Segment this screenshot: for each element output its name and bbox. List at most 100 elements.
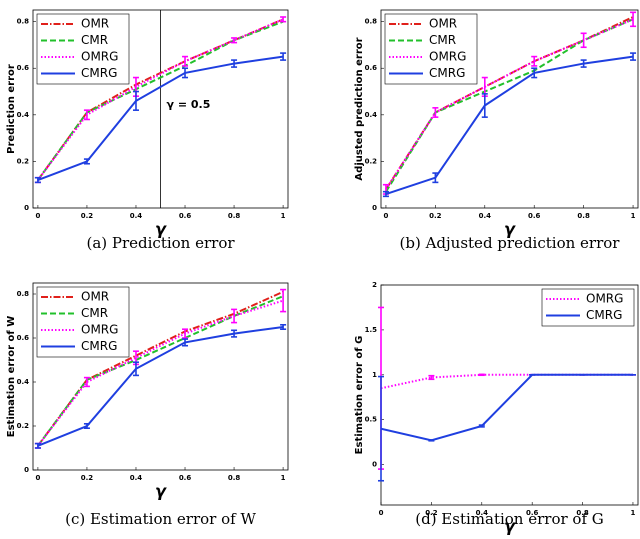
legend-label: OMRG [429, 50, 466, 64]
legend-label: CMR [81, 33, 108, 47]
x-tick-label: 1 [631, 509, 636, 517]
error-bar [83, 422, 90, 430]
y-tick-label: 0.4 [17, 111, 30, 119]
error-bar [34, 442, 41, 449]
series-line [385, 55, 634, 195]
y-axis-label: Prediction error [6, 64, 17, 154]
x-tick-label: 0.8 [577, 212, 590, 220]
error-bar [478, 373, 485, 377]
x-tick-label: 1 [281, 474, 286, 482]
series-line [37, 326, 284, 447]
x-axis-label: γ [504, 517, 516, 536]
error-bar [280, 323, 287, 331]
error-bar [182, 55, 189, 67]
error-bar [531, 67, 538, 79]
legend-box [36, 13, 130, 85]
x-tick-label: 0 [379, 509, 384, 517]
x-tick-label: 0.2 [81, 212, 94, 220]
y-tick-label: 1 [372, 371, 377, 379]
error-bar [280, 16, 287, 23]
legend-label: OMR [81, 17, 109, 31]
legend-label: CMR [429, 33, 456, 47]
legend-label: CMRG [429, 66, 465, 80]
error-bar [382, 190, 389, 198]
y-tick-label: 1.5 [365, 326, 378, 334]
error-bar [378, 375, 384, 482]
y-tick-label: 0 [372, 461, 377, 469]
legend-label: OMR [81, 290, 109, 304]
legend-box [384, 13, 478, 85]
series-line [37, 55, 284, 181]
error-bar [432, 107, 439, 118]
y-axis-label: Adjusted prediction error [354, 37, 365, 180]
error-bar [231, 308, 238, 324]
x-tick-label: 0.2 [429, 212, 442, 220]
caption: (c) Estimation error of W [65, 510, 256, 528]
legend-label: OMR [429, 17, 457, 31]
y-axis-label: Estimation error of G [354, 336, 365, 455]
error-bar [428, 439, 435, 442]
y-tick-label: 0.8 [17, 18, 30, 26]
x-tick-label: 0.4 [479, 212, 492, 220]
legend-label: OMRG [586, 292, 623, 306]
y-tick-label: 0.5 [365, 416, 378, 424]
y-tick-label: 0.2 [17, 422, 30, 430]
series-line [37, 20, 284, 181]
error-bar [132, 361, 139, 377]
x-tick-label: 0.4 [130, 474, 143, 482]
plot-frame [32, 282, 289, 471]
y-tick-label: 0.6 [17, 334, 30, 342]
series-line [380, 373, 633, 390]
x-axis-label: γ [504, 220, 516, 239]
series-line [385, 18, 634, 193]
x-tick-label: 0.8 [228, 212, 241, 220]
x-tick-label: 0.8 [576, 509, 589, 517]
x-tick-label: 0.6 [528, 212, 541, 220]
series-line [37, 295, 284, 447]
x-tick-label: 0.2 [81, 474, 94, 482]
legend-label: OMRG [81, 50, 118, 64]
annotation: γ = 0.5 [167, 98, 211, 111]
series-line [37, 299, 284, 447]
legend-box [541, 288, 635, 327]
x-tick-label: 0.6 [179, 474, 192, 482]
error-bar [83, 376, 90, 388]
legend-label: OMRG [81, 323, 118, 337]
error-bar [182, 67, 189, 79]
x-tick-label: 0 [384, 212, 389, 220]
legend-label: CMRG [81, 66, 117, 80]
error-bar [428, 374, 435, 381]
caption: (b) Adjusted prediction error [400, 234, 621, 252]
y-tick-label: 0 [24, 466, 29, 474]
error-bar [481, 93, 488, 118]
y-tick-label: 0.6 [365, 64, 378, 72]
series-line [385, 16, 634, 190]
x-tick-label: 1 [281, 212, 286, 220]
plot-frame [380, 9, 639, 209]
y-tick-label: 2 [372, 281, 377, 289]
y-tick-label: 0 [372, 204, 377, 212]
error-bar [231, 37, 238, 44]
y-tick-label: 0 [24, 204, 29, 212]
x-axis-label: γ [155, 482, 167, 501]
x-tick-label: 0 [35, 474, 40, 482]
x-tick-label: 0.6 [526, 509, 539, 517]
x-tick-label: 0.4 [130, 212, 143, 220]
series-line [380, 373, 633, 442]
error-bar [231, 329, 238, 338]
error-bar [280, 288, 287, 313]
x-tick-label: 0.8 [228, 474, 241, 482]
legend-box [36, 286, 130, 358]
x-axis-label: γ [155, 220, 167, 239]
error-bar [580, 32, 587, 49]
error-bar [630, 52, 637, 61]
error-bar [83, 109, 90, 121]
error-bar [580, 59, 587, 68]
legend-label: CMR [81, 306, 108, 320]
error-bar [182, 338, 189, 347]
error-bar [83, 158, 90, 165]
error-bar [280, 52, 287, 61]
y-axis-label: Estimation error of W [6, 316, 17, 438]
